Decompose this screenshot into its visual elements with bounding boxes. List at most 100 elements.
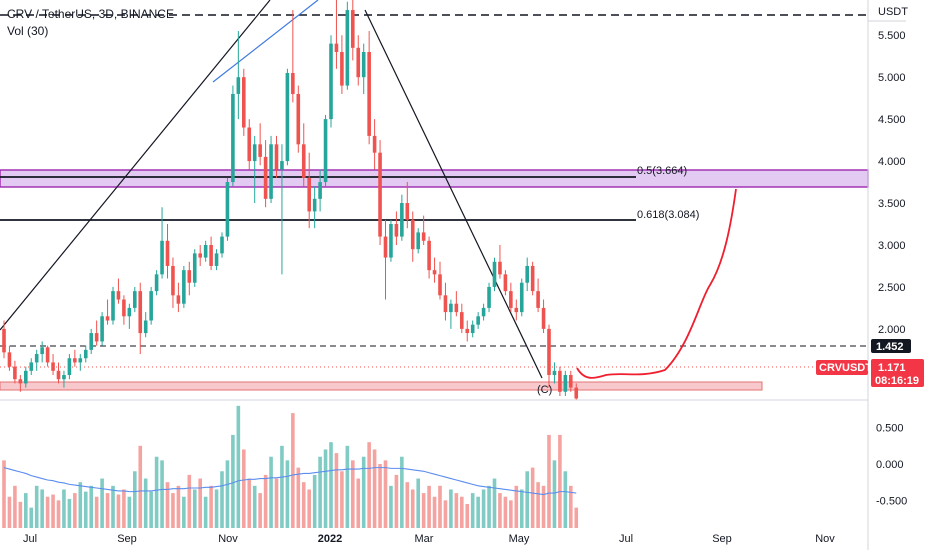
candle-body [383, 236, 388, 258]
volume-bar [89, 485, 93, 528]
candle-body [116, 291, 121, 300]
candle [122, 295, 126, 325]
volume-bar [361, 456, 366, 528]
trendline-blue[interactable] [212, 0, 319, 83]
candle [225, 177, 230, 241]
candle [541, 299, 546, 334]
candle [487, 282, 491, 313]
candle-body [7, 352, 12, 367]
candle [334, 0, 339, 69]
volume-axis[interactable]: 0.500 0.000 -0.500 [876, 423, 907, 508]
candle-body [247, 127, 252, 162]
candle-body [394, 224, 399, 237]
candle [454, 291, 459, 317]
candle-body [198, 253, 202, 258]
volume-bar [83, 491, 88, 528]
trendline-down[interactable] [364, 9, 543, 379]
symbol-tag[interactable] [816, 360, 868, 375]
candle [312, 186, 317, 229]
candle-body [252, 144, 257, 162]
volume-label: Vol (30) [7, 24, 48, 38]
volume-bar [2, 460, 6, 528]
volume-bar [40, 489, 44, 528]
candle-body [400, 203, 404, 237]
candle [105, 299, 110, 325]
candle-body [258, 144, 262, 157]
volume-bar [198, 478, 202, 528]
candle [558, 366, 562, 396]
volume-bar [541, 485, 546, 528]
volume-bar [443, 500, 448, 528]
volume-ma-line [3, 467, 577, 496]
candle-body [100, 316, 104, 342]
volume-bar [307, 489, 311, 528]
price-axis[interactable]: 5.500 5.000 4.500 4.000 3.500 3.000 2.500 2.000 [878, 30, 906, 336]
candle [209, 236, 213, 271]
volume-bar [105, 493, 110, 528]
volume-bar [318, 456, 322, 528]
candle [231, 85, 235, 187]
candle-body [334, 43, 339, 53]
support-zone[interactable] [0, 381, 763, 391]
volume-bar [481, 489, 486, 528]
candle-body [83, 349, 88, 359]
projection-curve[interactable] [576, 188, 737, 379]
candle [509, 282, 513, 313]
volume-bar [345, 445, 350, 528]
candle-body [67, 358, 72, 376]
candle-body [514, 307, 519, 313]
volume-bar [372, 449, 377, 528]
candle-body [558, 370, 562, 392]
volume-bar [274, 478, 279, 528]
candle [171, 257, 175, 308]
volume-bar [285, 460, 290, 528]
candle [525, 257, 529, 292]
volume-bar [514, 485, 519, 528]
candle-body [574, 387, 579, 399]
candle-body [111, 291, 115, 321]
volume-bar [192, 489, 197, 528]
resistance-zone[interactable] [0, 169, 869, 188]
candle [410, 211, 415, 262]
candle-body [165, 240, 170, 266]
wave-label-c: (C) [537, 384, 552, 396]
candle-body [203, 244, 208, 258]
candle [192, 249, 197, 287]
volume-bar [427, 485, 431, 528]
time-axis[interactable]: Jul Sep Nov 2022 Mar May Jul Sep Nov [23, 533, 835, 545]
candle [378, 140, 382, 245]
volume-bar [329, 442, 333, 528]
current-price-text: 1.171 [878, 362, 906, 374]
candle [2, 320, 6, 359]
candle [351, 0, 355, 61]
candle-body [367, 52, 371, 136]
candle-body [509, 291, 513, 308]
volume-bar [296, 467, 301, 528]
candles-layer [2, 0, 579, 401]
candle [133, 286, 137, 313]
volume-bar [171, 493, 175, 528]
candle-body [552, 370, 557, 376]
current-price-tag[interactable] [871, 359, 924, 387]
candle [89, 328, 93, 355]
candle-body [236, 77, 241, 94]
trendline-up[interactable] [0, 0, 271, 331]
candle-body [187, 270, 192, 283]
price-tag-1452[interactable] [871, 339, 911, 353]
candle-body [40, 347, 44, 355]
time-tick-label: May [509, 533, 530, 545]
candle [274, 135, 279, 178]
candle [51, 354, 55, 376]
candle-body [154, 274, 159, 292]
candle [323, 114, 328, 187]
volume-bar [176, 485, 181, 528]
candle-body [269, 144, 273, 199]
volume-bar [394, 474, 399, 528]
volume-bar [356, 478, 361, 528]
volume-bar [214, 489, 219, 528]
candle [285, 68, 290, 166]
candle [318, 169, 322, 212]
volume-bar [7, 496, 12, 528]
volume-bar [383, 460, 388, 528]
